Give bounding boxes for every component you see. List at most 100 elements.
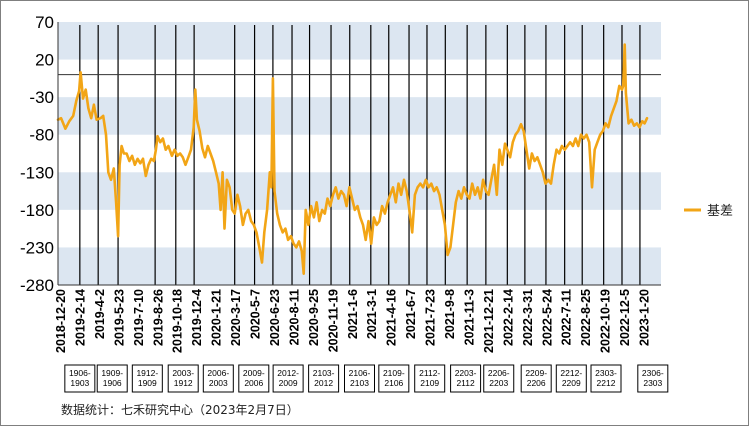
x-tick-label: 2021-11-3 xyxy=(462,289,476,345)
data-point xyxy=(110,178,112,181)
data-point xyxy=(279,223,281,226)
data-point xyxy=(454,201,457,204)
data-point xyxy=(139,162,142,165)
data-point xyxy=(558,152,561,155)
data-point xyxy=(471,182,474,185)
data-point xyxy=(520,123,522,126)
contract-box xyxy=(202,364,234,393)
x-tick-label: 2019-4-2 xyxy=(93,289,107,339)
contract-box xyxy=(378,364,410,393)
y-tick-label: -230 xyxy=(20,238,54,257)
y-tick-label: -130 xyxy=(20,163,54,182)
data-point xyxy=(258,246,261,249)
data-point xyxy=(465,193,468,196)
data-point xyxy=(607,126,610,129)
x-tick-label: 2019-8-26 xyxy=(151,289,165,346)
data-point xyxy=(273,190,276,192)
x-tick-label: 2022-12-5 xyxy=(618,289,632,346)
x-tick-label: 2020-11-19 xyxy=(326,289,340,352)
contract-label: 1906-1903 xyxy=(69,368,91,388)
contract-box xyxy=(131,364,163,393)
contract-box xyxy=(520,364,552,393)
data-point xyxy=(552,163,555,166)
data-point xyxy=(405,190,408,192)
x-tick-label: 2021-6-7 xyxy=(404,289,418,339)
contract-label: 2109-2106 xyxy=(383,368,405,388)
data-point xyxy=(87,107,90,110)
x-tick-label: 2021-7-23 xyxy=(424,289,438,346)
data-point xyxy=(78,90,80,93)
contract-label: 2003-1912 xyxy=(172,368,194,388)
data-point xyxy=(444,223,446,226)
data-point xyxy=(266,208,268,211)
contract-label: 2212-2209 xyxy=(560,368,582,388)
data-point xyxy=(392,186,394,189)
data-point xyxy=(136,157,139,160)
data-point xyxy=(231,208,234,211)
contract-box xyxy=(272,364,304,393)
contract-label: 1909-1906 xyxy=(101,368,123,388)
data-point xyxy=(329,205,332,208)
data-point xyxy=(105,133,107,136)
data-point xyxy=(375,223,378,226)
data-point xyxy=(495,193,498,196)
data-point xyxy=(318,220,321,223)
data-point xyxy=(633,124,635,127)
data-point xyxy=(476,186,479,189)
data-point xyxy=(289,235,292,238)
data-point xyxy=(312,216,315,219)
data-point xyxy=(408,208,411,211)
data-point xyxy=(82,97,84,100)
data-point xyxy=(599,133,602,136)
data-point xyxy=(307,223,310,226)
data-point xyxy=(201,147,204,150)
data-point xyxy=(147,163,150,166)
y-tick-label: -180 xyxy=(20,201,54,220)
data-point xyxy=(435,186,438,189)
x-tick-label: 2022-7-11 xyxy=(560,289,574,345)
data-point xyxy=(468,197,471,200)
x-tick-label: 2019-7-10 xyxy=(132,289,146,346)
data-point xyxy=(190,148,192,151)
contract-box xyxy=(238,364,270,393)
contract-label: 2206-2203 xyxy=(488,368,510,388)
data-point xyxy=(433,190,435,192)
x-tick-label: 2018-12-20 xyxy=(54,289,68,353)
legend: 基差 xyxy=(684,203,733,218)
data-point xyxy=(514,133,517,136)
contract-label: 2103-2012 xyxy=(313,368,335,388)
data-point xyxy=(131,154,134,157)
data-point xyxy=(219,208,222,211)
data-point xyxy=(153,160,155,162)
data-point xyxy=(370,242,373,245)
data-point xyxy=(215,171,217,174)
data-point xyxy=(359,216,362,219)
y-tick-label: 70 xyxy=(35,13,54,32)
series-line-0 xyxy=(56,43,649,276)
x-tick-label: 2020-5-7 xyxy=(249,289,263,339)
data-point xyxy=(225,178,228,181)
data-point xyxy=(120,145,123,147)
data-point xyxy=(403,178,405,181)
data-point xyxy=(250,220,252,223)
contract-box xyxy=(590,364,622,393)
data-point xyxy=(460,197,463,200)
y-axis: 70 20 -30 -80 -130 -180 -230 -280 xyxy=(20,13,59,295)
data-point xyxy=(198,130,201,132)
data-point xyxy=(84,88,87,91)
data-point xyxy=(117,235,119,238)
x-tick-label: 2021-9-8 xyxy=(443,289,457,339)
data-point xyxy=(217,182,220,185)
data-point xyxy=(479,197,482,200)
data-point xyxy=(239,205,242,208)
y-tick-label: -30 xyxy=(29,88,54,107)
x-tick-label: 2022-2-14 xyxy=(501,289,515,346)
data-point xyxy=(300,250,303,253)
data-point xyxy=(170,154,173,157)
data-point xyxy=(563,148,566,151)
data-point xyxy=(441,208,444,211)
data-point xyxy=(176,154,179,157)
contract-box xyxy=(64,364,96,393)
data-point xyxy=(413,193,416,196)
data-point xyxy=(323,212,326,215)
